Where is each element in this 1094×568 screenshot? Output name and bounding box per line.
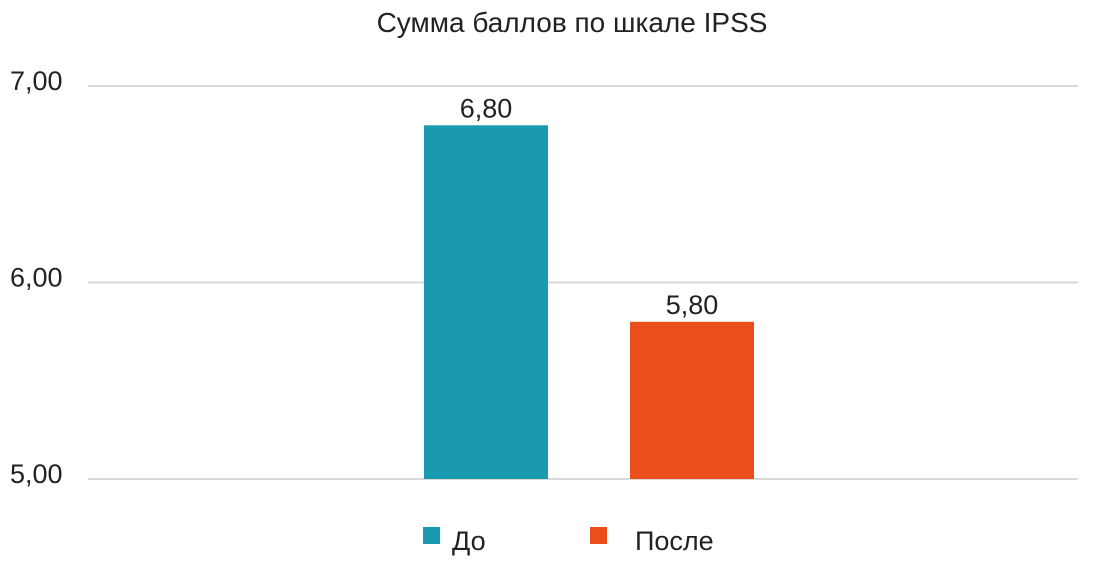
y-tick-label: 7,00 (10, 66, 63, 96)
y-tick-label: 6,00 (10, 263, 63, 293)
y-axis-tick-labels: 5,00 6,00 7,00 (10, 66, 63, 489)
data-label-do: 6,80 (460, 93, 513, 123)
legend-swatch-posle (590, 527, 607, 544)
y-tick-label: 5,00 (10, 459, 63, 489)
legend: До После (423, 526, 714, 556)
data-label-posle: 5,80 (666, 290, 719, 320)
chart-title: Сумма баллов по шкале IPSS (377, 7, 768, 38)
bars (424, 125, 754, 480)
gridlines (88, 85, 1078, 480)
legend-label-posle: После (635, 526, 714, 556)
data-labels: 6,80 5,80 (460, 93, 719, 319)
bar-do (424, 125, 548, 480)
legend-label-do: До (452, 526, 486, 556)
bar-posle (630, 321, 754, 479)
legend-swatch-do (423, 527, 440, 544)
